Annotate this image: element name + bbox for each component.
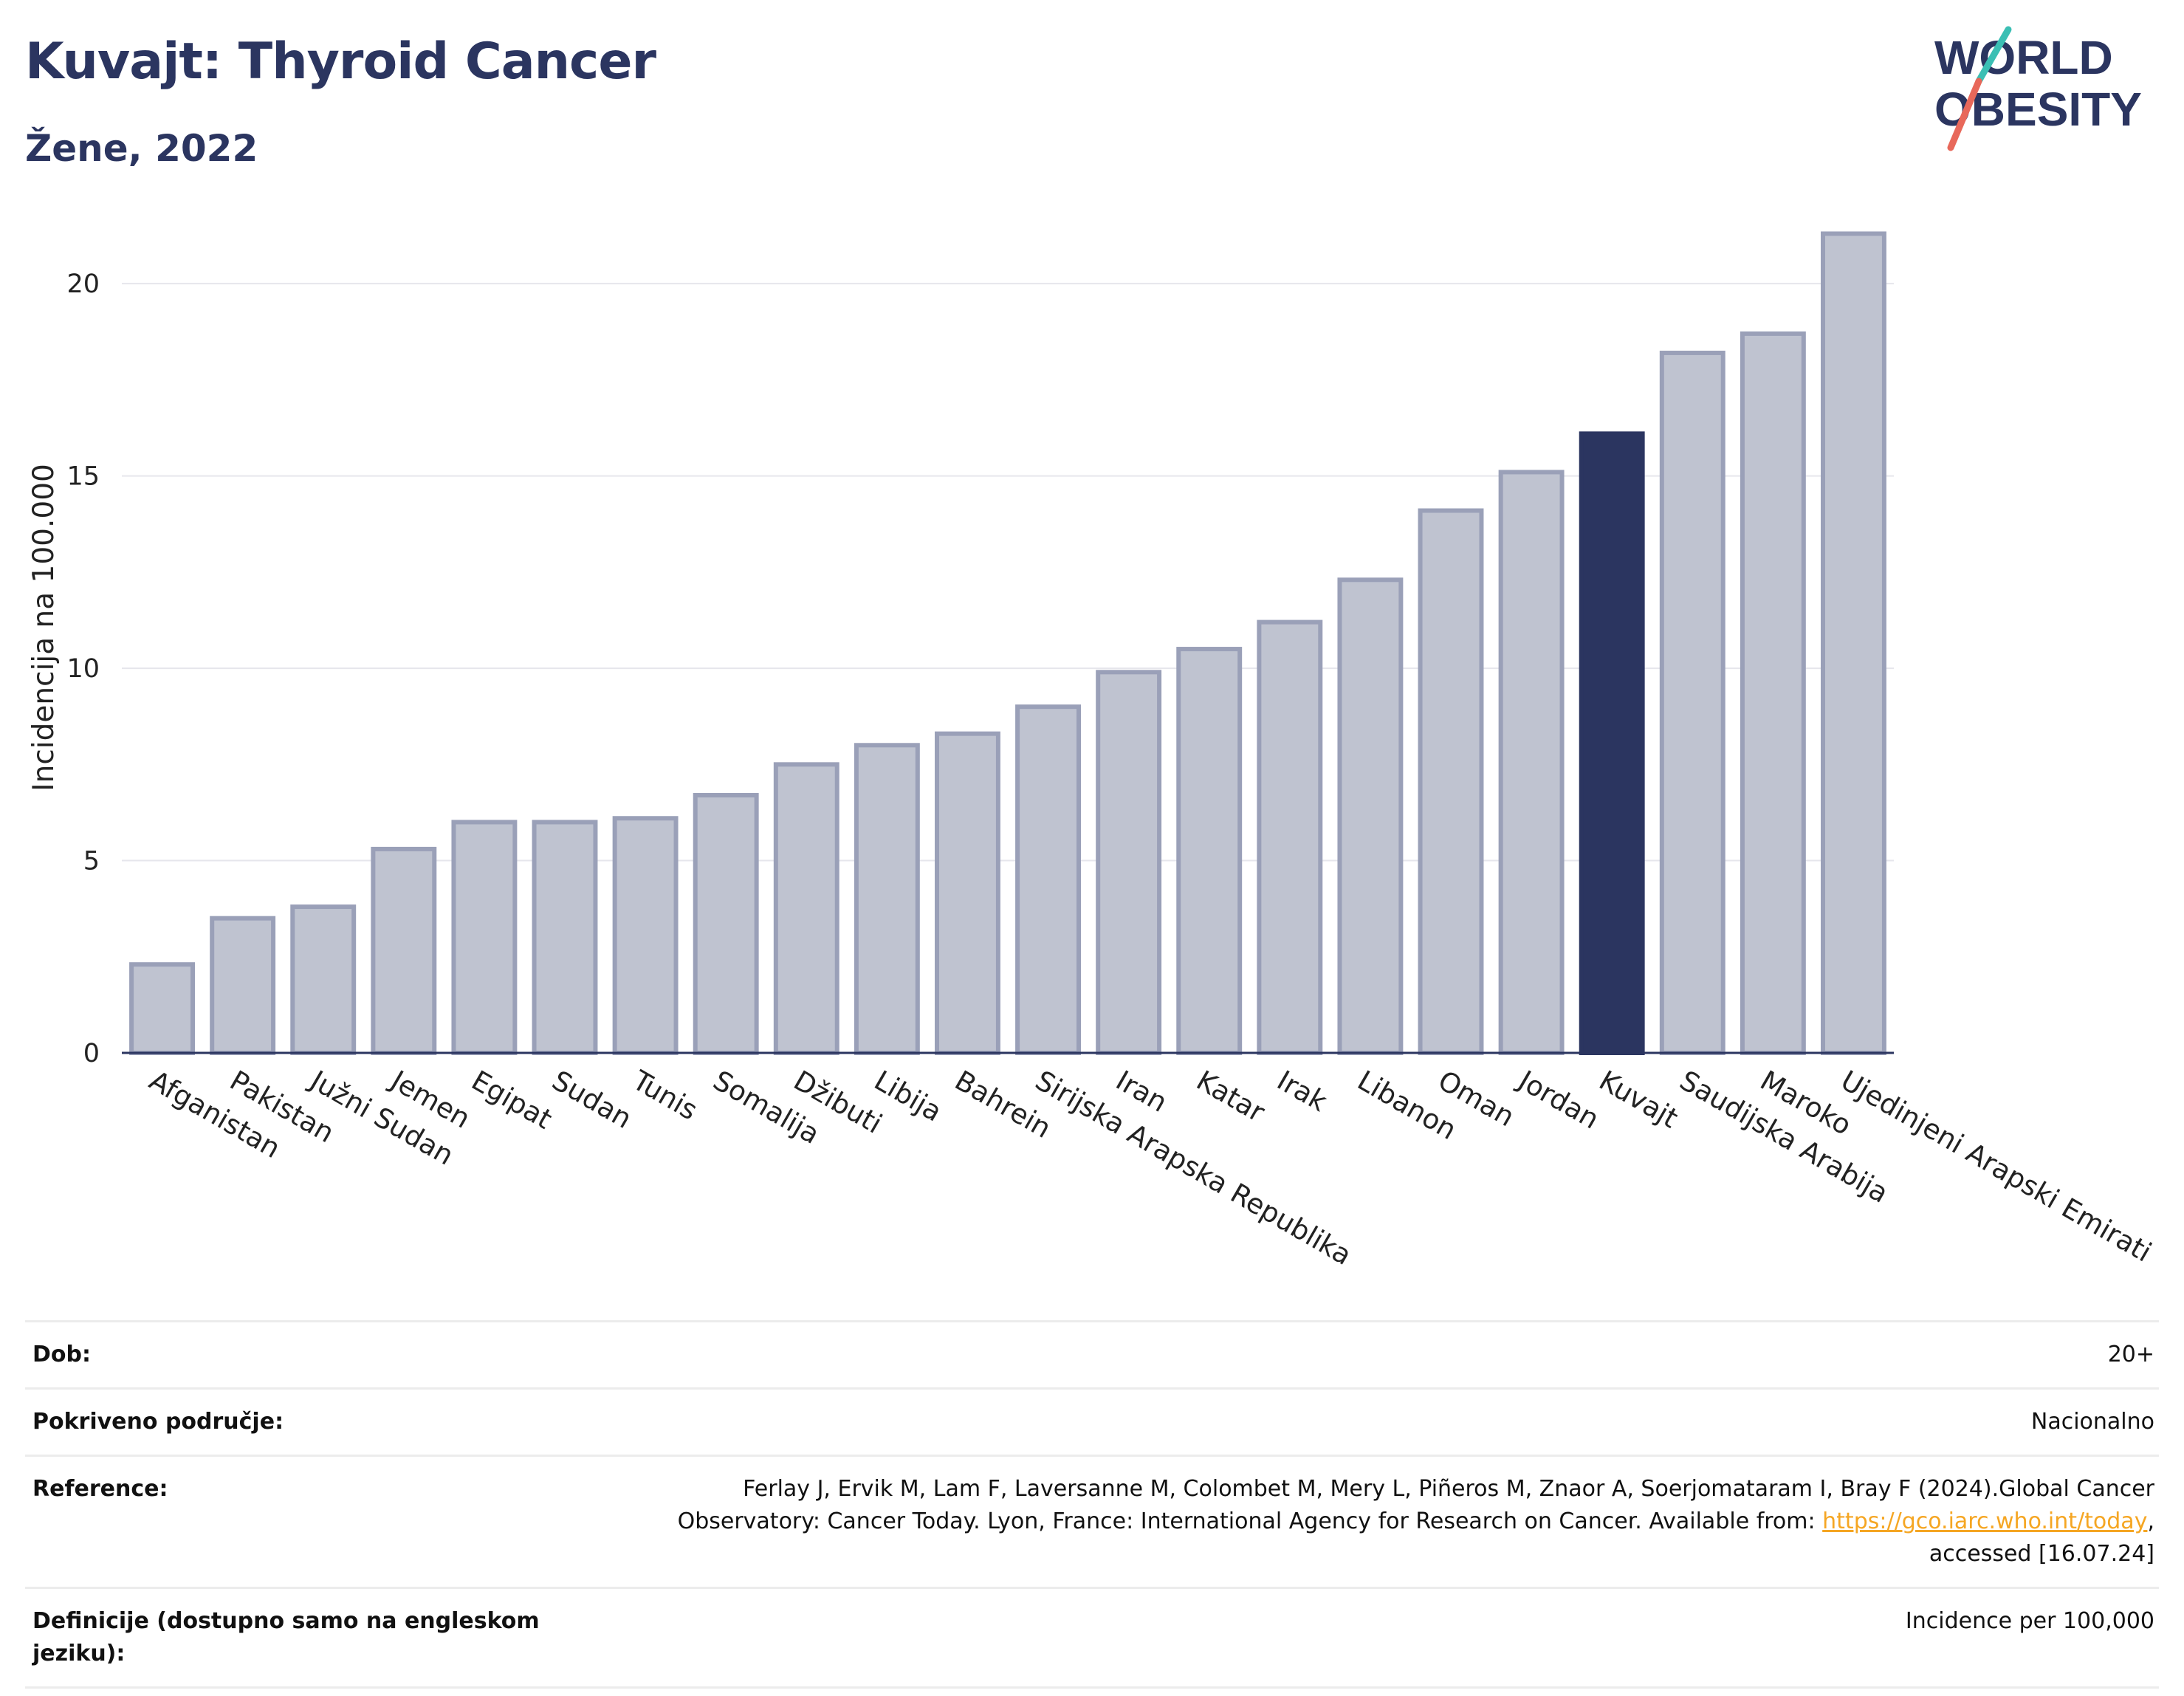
logo-red-stroke	[1947, 78, 1982, 151]
age-value: 20+	[2107, 1342, 2154, 1367]
y-tick-label: 10	[66, 654, 100, 684]
bar-libanon[interactable]	[1337, 577, 1404, 1055]
bar-kuvajt[interactable]	[1579, 431, 1645, 1055]
bar-jemen[interactable]	[371, 846, 437, 1056]
info-row-reference: Reference: Ferlay J, Ervik M, Lam F, Lav…	[25, 1455, 2159, 1587]
bars	[129, 231, 1886, 1056]
x-tick-label: Irak	[1271, 1065, 1333, 1119]
bar-irak[interactable]	[1257, 619, 1323, 1055]
page-title: Kuvajt: Thyroid Cancer	[25, 32, 656, 91]
bar-iran[interactable]	[1096, 670, 1162, 1055]
reference-text-4: accessed [16.07.24]	[1929, 1541, 2154, 1567]
reference-label: Reference:	[32, 1476, 168, 1502]
bar-oman[interactable]	[1418, 508, 1484, 1055]
bar-sirijska-arapska-republika[interactable]	[1015, 704, 1082, 1055]
x-tick-label: Tunis	[627, 1064, 703, 1126]
bar-pakistan[interactable]	[210, 916, 276, 1055]
y-tick-label: 15	[66, 462, 100, 492]
bar-saudijska-arabija[interactable]	[1659, 350, 1725, 1056]
reference-text-1: Ferlay J, Ervik M, Lam F, Laversanne M, …	[743, 1476, 2154, 1502]
x-tick-label: Ujedinjeni Arapski Emirati	[1836, 1065, 2157, 1268]
world-obesity-logo: WORLD OBESITY	[1934, 26, 2142, 151]
bar-somalija[interactable]	[693, 792, 759, 1056]
reference-text-3: ,	[2147, 1508, 2154, 1534]
x-tick-label: Egipat	[466, 1065, 557, 1136]
bar-ujedinjeni-arapski-emirati[interactable]	[1821, 231, 1886, 1055]
definitions-value: Incidence per 100,000	[1905, 1608, 2154, 1634]
bar-bahrein[interactable]	[935, 731, 1000, 1055]
bar-sudan[interactable]	[532, 820, 598, 1056]
y-tick-label: 20	[66, 269, 100, 299]
definitions-label: Definicije (dostupno samo na engleskom j…	[32, 1608, 540, 1666]
info-row-age: Dob: 20+	[25, 1320, 2159, 1387]
bar-džibuti[interactable]	[773, 762, 839, 1056]
y-tick-label: 5	[83, 847, 100, 876]
bar-egipat[interactable]	[451, 820, 518, 1056]
reference-value: Ferlay J, Ervik M, Lam F, Laversanne M, …	[604, 1473, 2159, 1570]
x-tick-label: Jordan	[1512, 1064, 1604, 1136]
y-tick-label: 0	[83, 1039, 100, 1068]
reference-link[interactable]: https://gco.iarc.who.int/today	[1822, 1508, 2148, 1534]
page-subtitle: Žene, 2022	[25, 127, 258, 170]
bar-tunis[interactable]	[612, 816, 679, 1056]
age-label: Dob:	[32, 1342, 91, 1367]
x-tick-label: Katar	[1191, 1065, 1271, 1129]
x-tick-label: Kuvajt	[1594, 1065, 1683, 1135]
bar-afganistan[interactable]	[129, 962, 195, 1056]
info-table: Dob: 20+ Pokriveno područje: Nacionalno …	[25, 1320, 2159, 1689]
bar-katar[interactable]	[1176, 647, 1243, 1055]
logo-line1: WORLD	[1934, 31, 2113, 84]
coverage-value: Nacionalno	[2030, 1409, 2154, 1435]
bar-južni-sudan[interactable]	[290, 904, 357, 1056]
bar-maroko[interactable]	[1740, 331, 1806, 1055]
info-row-coverage: Pokriveno područje: Nacionalno	[25, 1387, 2159, 1455]
reference-text-2: Observatory: Cancer Today. Lyon, France:…	[677, 1508, 1823, 1534]
bar-libija[interactable]	[854, 743, 920, 1055]
logo-teal-stroke	[1975, 26, 2012, 85]
y-axis-title: Incidencija na 100.000	[27, 464, 61, 792]
coverage-label: Pokriveno područje:	[32, 1409, 284, 1435]
info-row-definitions: Definicije (dostupno samo na engleskom j…	[25, 1587, 2159, 1689]
bar-jordan[interactable]	[1498, 470, 1565, 1055]
x-tick-label: Sudan	[547, 1065, 637, 1136]
y-axis-ticks: 0 5 10 15 20	[66, 269, 100, 1068]
